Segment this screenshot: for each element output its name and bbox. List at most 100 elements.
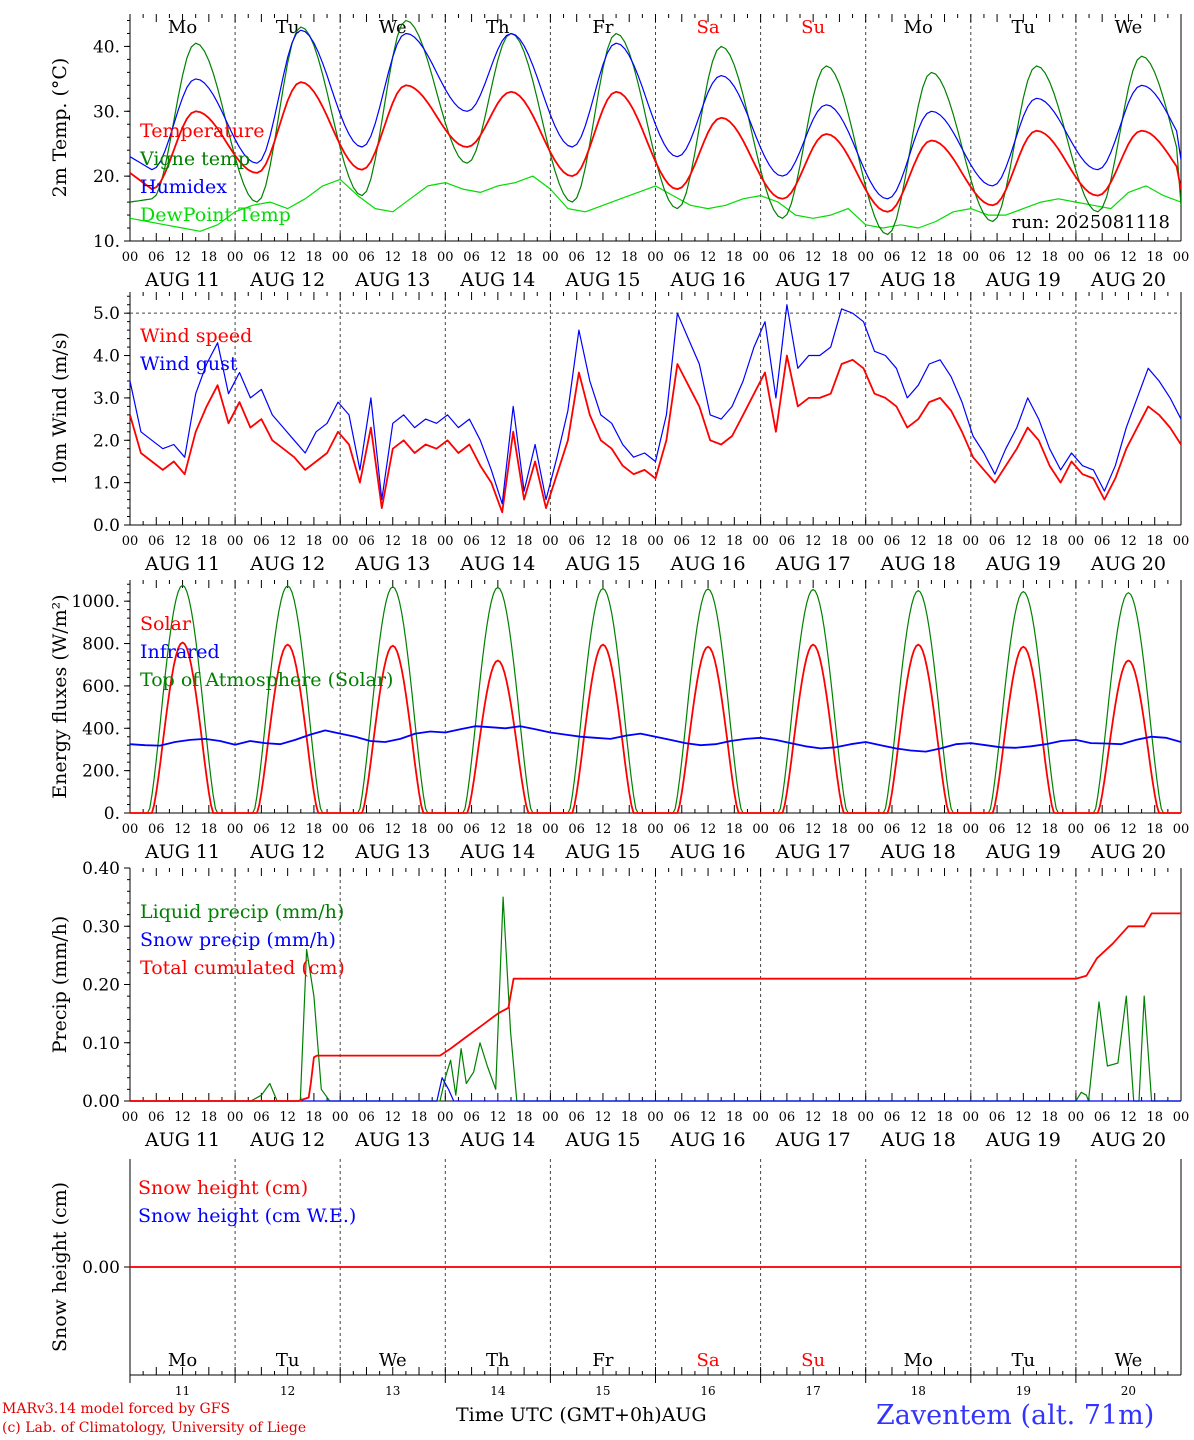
hour-tick-label: 18 [621, 534, 638, 549]
hour-tick-label: 00 [647, 534, 664, 549]
hour-tick-label: 12 [805, 822, 822, 837]
hour-tick-label: 06 [1094, 534, 1111, 549]
hour-tick-label: 12 [700, 1110, 717, 1125]
hour-tick-label: 00 [752, 1110, 769, 1125]
hour-tick-label: 06 [148, 1110, 165, 1125]
hour-tick-label: 12 [595, 1110, 612, 1125]
date-label: AUG 14 [459, 841, 535, 863]
hour-tick-label: 00 [963, 1110, 980, 1125]
hour-tick-label: 00 [1068, 1110, 1085, 1125]
hour-tick-label: 18 [516, 1110, 533, 1125]
hour-tick-label: 12 [595, 822, 612, 837]
hour-tick-label: 00 [1068, 534, 1085, 549]
hour-tick-label: 00 [227, 822, 244, 837]
hour-tick-label: 06 [463, 822, 480, 837]
hour-tick-label: 12 [805, 1110, 822, 1125]
hour-tick-label: 18 [936, 250, 953, 265]
hour-tick-label: 12 [910, 250, 927, 265]
y-tick-label: 0.20 [82, 976, 120, 996]
hour-tick-label: 00 [332, 822, 349, 837]
weekday-label: Sa [697, 17, 720, 38]
date-label: AUG 15 [564, 269, 640, 291]
hour-tick-label: 12 [279, 1110, 296, 1125]
weekday-label: We [1115, 17, 1143, 38]
hour-tick-label: 00 [963, 534, 980, 549]
hour-tick-label: 12 [384, 250, 401, 265]
date-label: AUG 18 [880, 1129, 956, 1151]
weekday-label: We [1115, 1350, 1143, 1371]
hour-tick-label: 06 [674, 822, 691, 837]
hour-tick-label: 00 [647, 1110, 664, 1125]
series-line-humidex [130, 29, 1181, 200]
hour-tick-label: 18 [936, 822, 953, 837]
hour-tick-label: 06 [674, 1110, 691, 1125]
y-tick-label: 30. [93, 102, 120, 122]
model-credit: MARv3.14 model forced by GFS (c) Lab. of… [2, 1400, 306, 1438]
date-label: AUG 16 [669, 1129, 745, 1151]
hour-tick-label: 12 [1015, 1110, 1032, 1125]
hour-tick-label: 06 [1094, 822, 1111, 837]
hour-tick-label: 18 [726, 534, 743, 549]
y-tick-label: 1.0 [93, 474, 120, 494]
y-axis-label: Precip (mm/h) [49, 916, 71, 1054]
date-label: AUG 11 [144, 553, 220, 575]
date-label: AUG 20 [1090, 269, 1166, 291]
y-tick-label: 400. [82, 719, 120, 739]
hour-tick-label: 06 [779, 250, 796, 265]
hour-tick-label: 18 [306, 250, 323, 265]
hour-tick-label: 18 [1041, 250, 1058, 265]
hour-tick-label: 12 [279, 822, 296, 837]
date-label: AUG 17 [775, 553, 851, 575]
hour-tick-label: 18 [831, 822, 848, 837]
hour-tick-label: 18 [726, 250, 743, 265]
hour-tick-label: 18 [726, 1110, 743, 1125]
hour-tick-label: 00 [752, 822, 769, 837]
hour-tick-label: 00 [1173, 1110, 1190, 1125]
y-axis-label: Snow height (cm) [49, 1182, 71, 1352]
hour-tick-label: 18 [516, 250, 533, 265]
hour-tick-label: 00 [857, 1110, 874, 1125]
hour-tick-label: 00 [963, 822, 980, 837]
hour-tick-label: 00 [752, 250, 769, 265]
weekday-label: Mo [168, 1350, 197, 1371]
hour-tick-label: 18 [936, 534, 953, 549]
date-label: AUG 16 [669, 553, 745, 575]
hour-tick-label: 00 [542, 1110, 559, 1125]
hour-tick-label: 06 [358, 534, 375, 549]
hour-tick-label: 06 [989, 822, 1006, 837]
hour-tick-label: 18 [201, 534, 218, 549]
weekday-label: Mo [904, 1350, 933, 1371]
hour-tick-label: 06 [358, 1110, 375, 1125]
station-name: Zaventem (alt. 71m) [876, 1400, 1155, 1431]
y-tick-label: 600. [82, 677, 120, 697]
hour-tick-label: 06 [884, 1110, 901, 1125]
day-number-label: 19 [1016, 1384, 1031, 1398]
date-label: AUG 16 [669, 841, 745, 863]
date-label: AUG 11 [144, 1129, 220, 1151]
hour-tick-label: 18 [1146, 534, 1163, 549]
weekday-label: Sa [697, 1350, 720, 1371]
date-label: AUG 20 [1090, 553, 1166, 575]
hour-tick-label: 06 [779, 534, 796, 549]
y-tick-label: 3.0 [93, 389, 120, 409]
hour-tick-label: 06 [253, 534, 270, 549]
date-label: AUG 12 [249, 269, 325, 291]
hour-tick-label: 18 [411, 250, 428, 265]
day-number-label: 15 [595, 1384, 610, 1398]
hour-tick-label: 06 [989, 1110, 1006, 1125]
hour-tick-label: 18 [621, 822, 638, 837]
hour-tick-label: 06 [884, 534, 901, 549]
date-label: AUG 19 [985, 1129, 1061, 1151]
series-line-dewpoint-temp [130, 175, 1181, 232]
hour-tick-label: 12 [700, 534, 717, 549]
hour-tick-label: 12 [279, 534, 296, 549]
day-number-label: 18 [911, 1384, 926, 1398]
hour-tick-label: 00 [542, 822, 559, 837]
y-tick-label: 0.40 [82, 859, 120, 879]
hour-tick-label: 12 [1015, 822, 1032, 837]
date-label: AUG 20 [1090, 1129, 1166, 1151]
date-label: AUG 12 [249, 841, 325, 863]
hour-tick-label: 00 [122, 822, 139, 837]
hour-tick-label: 00 [437, 822, 454, 837]
